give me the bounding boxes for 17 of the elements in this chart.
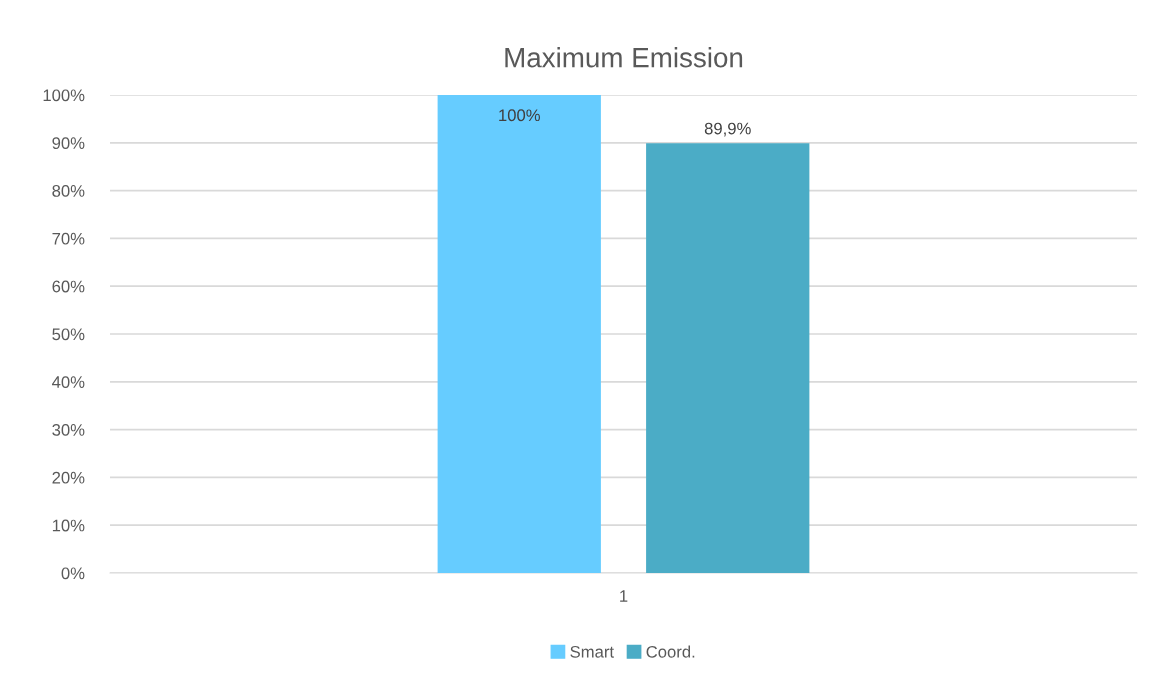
y-tick-label: 20% bbox=[52, 471, 85, 484]
legend-label: Coord. bbox=[646, 645, 695, 658]
y-tick-label: 10% bbox=[52, 519, 85, 532]
chart-title: Maximum Emission bbox=[505, 47, 743, 68]
y-tick-label: 60% bbox=[52, 280, 85, 293]
y-tick-label: 0% bbox=[61, 567, 85, 580]
data-label: 100% bbox=[499, 109, 540, 122]
y-tick-label: 50% bbox=[52, 328, 85, 341]
y-tick-label: 100% bbox=[43, 89, 85, 102]
data-label: 89,9% bbox=[704, 122, 751, 137]
y-tick-label: 40% bbox=[52, 376, 85, 388]
y-tick-label: 70% bbox=[52, 232, 85, 245]
x-tick-label: 1 bbox=[620, 590, 628, 602]
legend-label: Smart bbox=[570, 645, 614, 658]
y-tick-label: 30% bbox=[52, 424, 85, 436]
y-tick-label: 90% bbox=[52, 137, 85, 149]
y-tick-label: 80% bbox=[52, 185, 85, 197]
